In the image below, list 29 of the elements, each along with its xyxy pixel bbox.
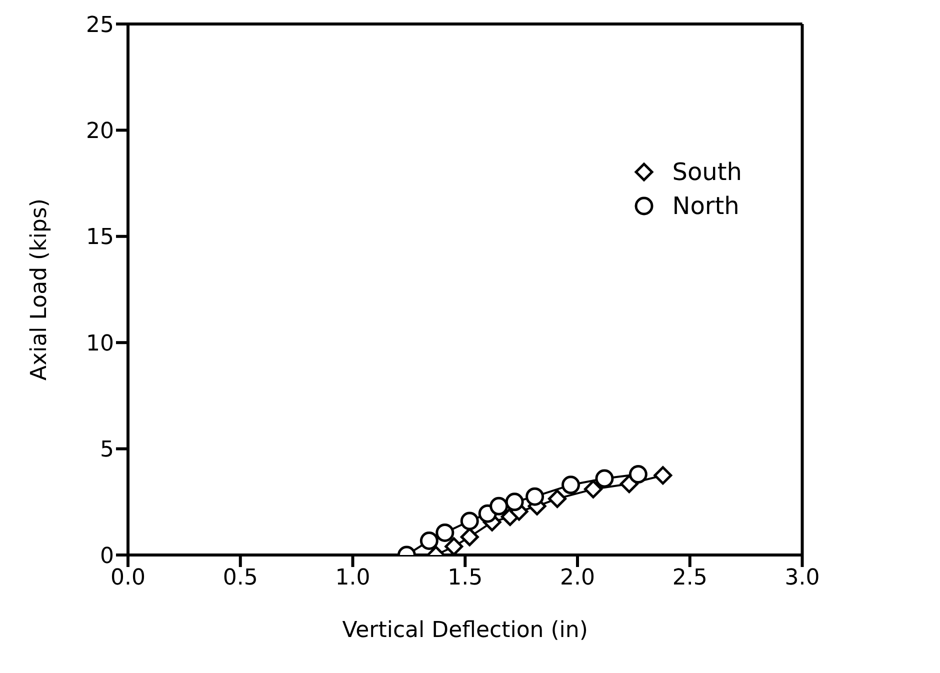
point — [628, 465, 648, 484]
x-tick-label: 0.5 — [222, 566, 258, 591]
legend-label: North — [672, 192, 740, 220]
point — [420, 532, 438, 550]
legend-label: South — [672, 158, 742, 186]
point — [460, 528, 479, 546]
y-tick-label: 25 — [86, 12, 114, 38]
point — [595, 469, 614, 488]
point — [548, 489, 567, 508]
point — [436, 523, 454, 542]
point — [505, 492, 524, 512]
y-tick-label: 15 — [86, 225, 114, 250]
x-tick-label: 2.5 — [672, 566, 708, 591]
y-tick-label: 5 — [100, 438, 114, 463]
point — [460, 512, 479, 530]
x-tick-label: 3.0 — [784, 566, 820, 591]
point — [490, 496, 508, 516]
x-tick-label: 1.5 — [448, 566, 483, 591]
y-tick-label: 10 — [86, 331, 114, 356]
point — [444, 537, 464, 555]
point — [584, 480, 602, 498]
y-axis-title: Axial Load (kips) — [26, 198, 52, 380]
x-tick-label: 1.0 — [335, 566, 370, 591]
point — [526, 487, 544, 506]
x-tick-label: 2.0 — [560, 566, 595, 591]
x-axis-title: Vertical Deflection (in) — [342, 618, 588, 643]
y-tick-label: 20 — [86, 119, 114, 144]
point — [654, 466, 672, 485]
point — [562, 476, 580, 494]
